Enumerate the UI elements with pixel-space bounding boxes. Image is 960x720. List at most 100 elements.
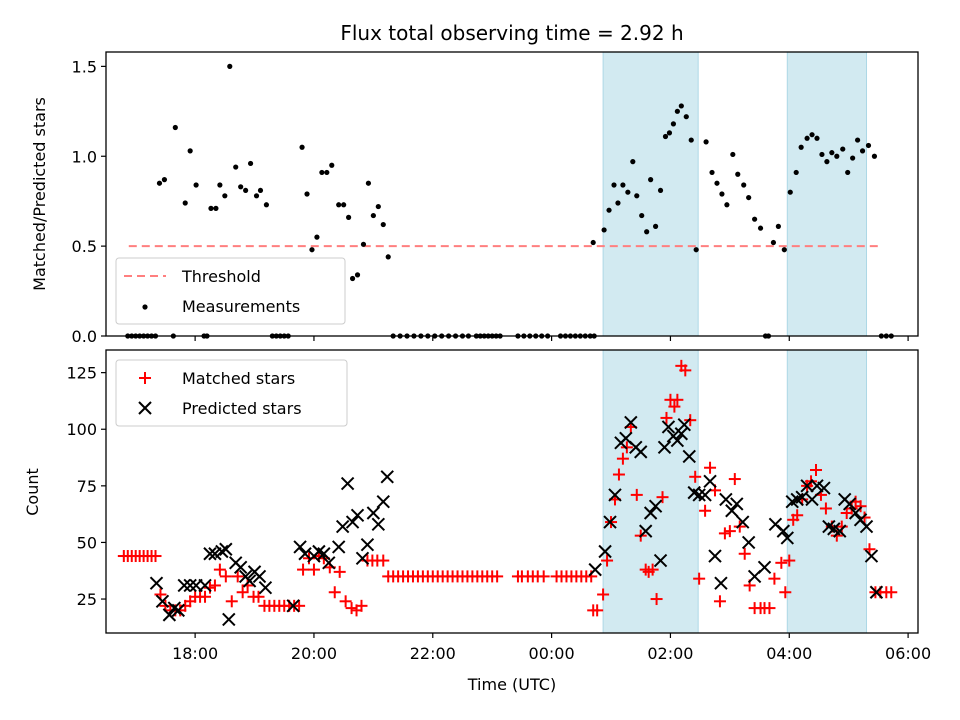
x-tick-label: 04:00 bbox=[766, 644, 812, 663]
measurement-point bbox=[770, 239, 777, 246]
measurement-point bbox=[213, 205, 219, 211]
measurement-point bbox=[385, 254, 391, 260]
matched-star-point bbox=[616, 452, 629, 465]
measurement-point bbox=[693, 247, 699, 253]
predicted-star-point bbox=[355, 551, 370, 565]
predicted-star-point bbox=[203, 547, 217, 561]
predicted-star-point bbox=[598, 544, 612, 559]
top-panel: 0.0 0.5 1.0 1.5 Matched/Predicted stars Thr… bbox=[30, 51, 919, 346]
measurement-point bbox=[829, 150, 835, 156]
measurement-point bbox=[346, 214, 352, 220]
measurement-point bbox=[365, 180, 372, 186]
measurement-point bbox=[172, 124, 178, 131]
measurement-point bbox=[834, 153, 840, 159]
measurement-point bbox=[670, 121, 677, 127]
predicted-star-point bbox=[795, 490, 809, 504]
measurement-point bbox=[329, 162, 335, 168]
measurement-point bbox=[319, 169, 325, 176]
predicted-star-point bbox=[380, 470, 394, 484]
matched-star-point bbox=[225, 595, 238, 608]
predicted-star-point bbox=[360, 537, 375, 552]
predicted-star-point bbox=[776, 524, 791, 538]
legend-frame bbox=[115, 257, 346, 325]
predicted-star-point bbox=[242, 574, 257, 588]
predicted-star-point bbox=[167, 601, 182, 615]
x-tick-label: 06:00 bbox=[885, 644, 931, 663]
matched-star-point bbox=[630, 488, 643, 501]
matched-star-point bbox=[231, 570, 244, 583]
matched-star-point bbox=[241, 579, 254, 592]
matched-star-point bbox=[236, 586, 249, 599]
measurement-point bbox=[349, 275, 356, 282]
matched-star-point bbox=[252, 590, 265, 603]
predicted-star-point bbox=[198, 578, 212, 593]
predicted-star-point bbox=[345, 515, 360, 529]
measurement-point bbox=[639, 212, 645, 219]
bottom-matched-points bbox=[117, 359, 898, 617]
predicted-star-point bbox=[322, 556, 336, 570]
measurement-point bbox=[309, 247, 315, 253]
matched-star-point bbox=[819, 502, 832, 515]
matched-star-point bbox=[723, 525, 736, 538]
predicted-star-point bbox=[741, 535, 756, 550]
matched-star-point bbox=[328, 586, 341, 599]
predicted-star-point bbox=[332, 540, 346, 554]
measurement-point bbox=[724, 202, 730, 208]
legend-matched-swatch bbox=[139, 372, 151, 384]
measurement-point bbox=[193, 182, 199, 188]
measurement-point bbox=[688, 137, 694, 143]
predicted-star-point bbox=[293, 540, 307, 554]
bottom-axes-frame bbox=[105, 349, 919, 634]
predicted-star-point bbox=[869, 585, 884, 599]
measurement-point bbox=[263, 202, 270, 208]
measurement-point bbox=[304, 191, 310, 197]
predicted-star-point bbox=[286, 599, 300, 613]
measurement-point bbox=[735, 171, 741, 177]
bottom-x-axis-ticks: 18:00 20:00 22:00 00:00 02:00 04:00 06:00 bbox=[172, 633, 931, 663]
measurement-point bbox=[243, 187, 249, 194]
measurement-point bbox=[781, 247, 787, 253]
predicted-star-point bbox=[371, 517, 386, 532]
measurement-point bbox=[156, 180, 163, 186]
measurement-point bbox=[625, 189, 631, 195]
measurement-point bbox=[666, 130, 673, 136]
matched-star-point bbox=[660, 411, 673, 424]
chart-title: Flux total observing time = 2.92 h bbox=[340, 21, 683, 45]
matched-star-point bbox=[213, 563, 226, 576]
measurement-point bbox=[590, 239, 596, 246]
predicted-star-point bbox=[757, 560, 772, 575]
measurement-point bbox=[161, 177, 168, 183]
measurement-point bbox=[840, 146, 846, 152]
measurement-point bbox=[652, 223, 659, 229]
top-legend: Threshold Measurements bbox=[115, 257, 346, 325]
predicted-star-point bbox=[350, 508, 365, 522]
bottom-y-tick-label: 25 bbox=[77, 590, 97, 609]
top-y-tick-label: 0.5 bbox=[72, 237, 97, 256]
matched-star-point bbox=[491, 570, 504, 583]
matched-star-point bbox=[355, 599, 368, 612]
matched-star-point bbox=[199, 590, 212, 603]
predicted-star-point bbox=[624, 415, 638, 430]
predicted-star-point bbox=[714, 576, 728, 590]
matched-star-point bbox=[779, 586, 792, 599]
measurement-point bbox=[630, 159, 636, 165]
x-tick-label: 18:00 bbox=[172, 644, 218, 663]
top-axes-frame bbox=[105, 51, 919, 337]
measurement-point bbox=[824, 159, 830, 165]
top-y-tick-label: 1.0 bbox=[72, 147, 97, 166]
measurement-point bbox=[730, 151, 736, 158]
measurement-point bbox=[859, 148, 866, 154]
predicted-star-point bbox=[258, 581, 273, 595]
x-tick-label: 20:00 bbox=[291, 644, 337, 663]
measurement-point bbox=[238, 184, 244, 190]
matched-star-point bbox=[783, 554, 796, 567]
measurement-point bbox=[819, 151, 825, 158]
matched-star-point bbox=[704, 461, 717, 474]
measurement-point bbox=[299, 144, 305, 150]
predicted-star-point bbox=[698, 488, 712, 502]
measurement-point bbox=[798, 144, 804, 150]
predicted-star-point bbox=[252, 569, 267, 584]
measurement-point bbox=[714, 180, 720, 186]
measurement-point bbox=[657, 187, 664, 194]
top-y-axis-ticks: 0.0 0.5 1.0 1.5 bbox=[72, 57, 106, 346]
